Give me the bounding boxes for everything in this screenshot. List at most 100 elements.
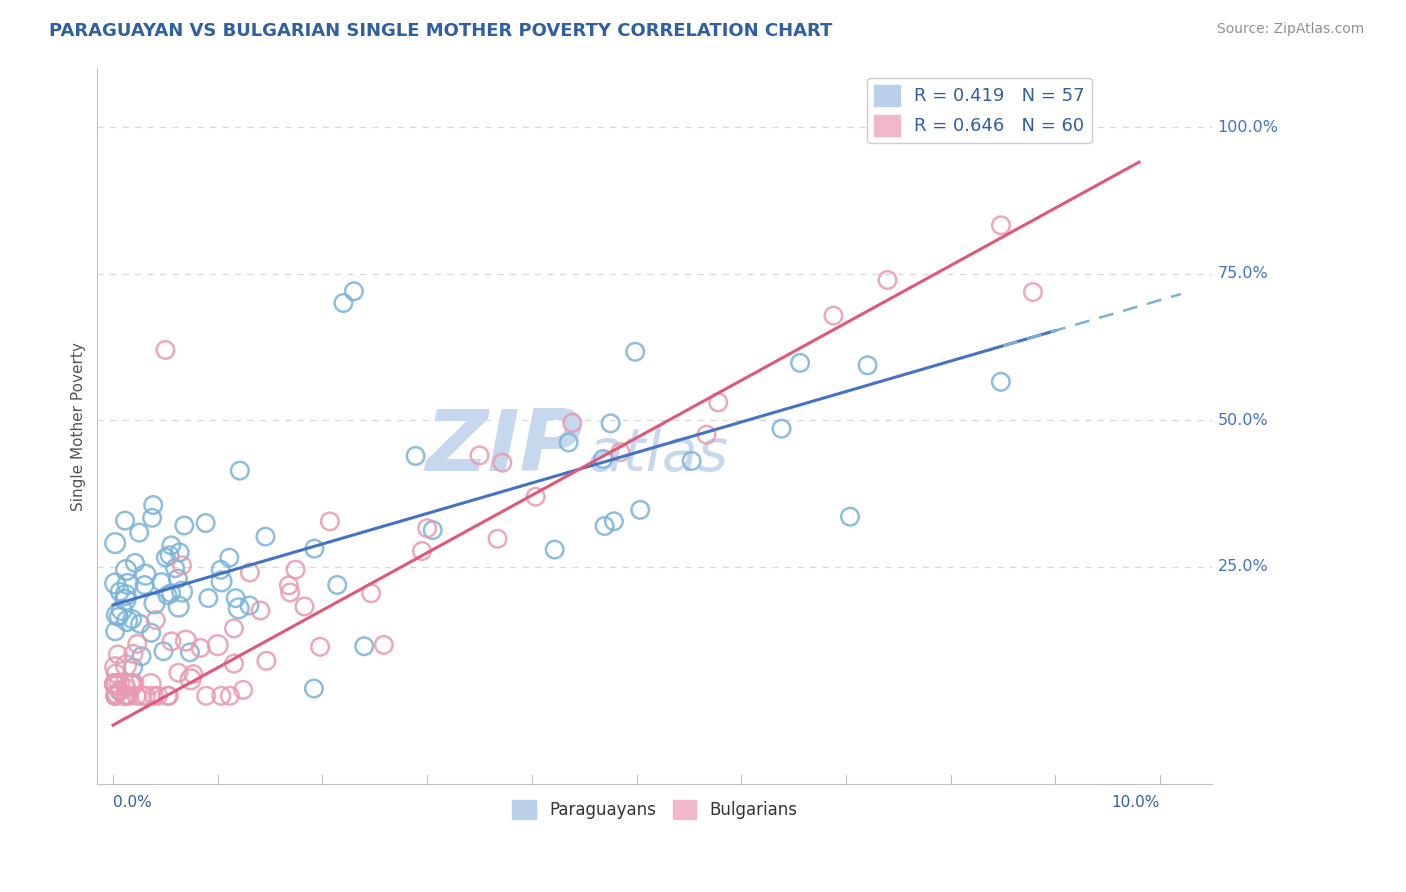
Point	[104, 624, 127, 639]
Point	[155, 550, 177, 565]
Point	[115, 563, 138, 577]
Text: PARAGUAYAN VS BULGARIAN SINGLE MOTHER POVERTY CORRELATION CHART: PARAGUAYAN VS BULGARIAN SINGLE MOTHER PO…	[49, 22, 832, 40]
Point	[157, 689, 180, 703]
Point	[105, 677, 128, 691]
Point	[104, 536, 127, 550]
Point	[190, 640, 212, 655]
Point	[174, 633, 197, 648]
Point	[343, 285, 366, 299]
Point	[319, 515, 342, 529]
Point	[284, 563, 307, 577]
Point	[167, 665, 190, 680]
Point	[167, 599, 190, 614]
Point	[118, 689, 141, 703]
Point	[117, 577, 139, 591]
Point	[628, 503, 651, 517]
Point	[239, 566, 262, 580]
Point	[309, 640, 332, 654]
Point	[219, 689, 242, 703]
Point	[105, 607, 128, 622]
Point	[179, 645, 201, 659]
Point	[181, 667, 204, 681]
Point	[166, 572, 188, 586]
Point	[114, 593, 136, 607]
Point	[173, 518, 195, 533]
Point	[278, 585, 301, 599]
Point	[143, 596, 166, 610]
Point	[104, 689, 127, 703]
Point	[145, 613, 167, 627]
Point	[104, 677, 127, 691]
Point	[304, 541, 326, 556]
Point	[146, 689, 169, 703]
Point	[107, 609, 129, 624]
Point	[112, 689, 135, 703]
Point	[124, 556, 146, 570]
Point	[603, 514, 626, 528]
Point	[156, 588, 179, 602]
Point	[125, 689, 148, 703]
Point	[180, 673, 202, 687]
Point	[160, 586, 183, 600]
Point	[152, 644, 174, 658]
Point	[222, 621, 245, 635]
Point	[681, 454, 703, 468]
Point	[326, 578, 349, 592]
Point	[856, 358, 879, 372]
Point	[127, 637, 149, 651]
Point	[108, 677, 131, 691]
Point	[115, 689, 138, 703]
Point	[104, 660, 127, 674]
Point	[122, 647, 145, 661]
Text: 10.0%: 10.0%	[1112, 796, 1160, 811]
Point	[405, 449, 427, 463]
Point	[108, 684, 131, 698]
Point	[990, 219, 1012, 233]
Point	[222, 657, 245, 671]
Text: Source: ZipAtlas.com: Source: ZipAtlas.com	[1216, 22, 1364, 37]
Point	[121, 677, 143, 691]
Point	[122, 677, 145, 691]
Point	[789, 356, 811, 370]
Point	[150, 575, 173, 590]
Point	[609, 445, 631, 459]
Point	[256, 654, 278, 668]
Point	[332, 296, 354, 310]
Point	[139, 677, 162, 691]
Point	[135, 689, 157, 703]
Point	[228, 601, 250, 615]
Text: 0.0%: 0.0%	[112, 796, 152, 811]
Legend: Paraguayans, Bulgarians: Paraguayans, Bulgarians	[506, 793, 804, 825]
Point	[486, 532, 509, 546]
Point	[104, 677, 127, 691]
Point	[624, 344, 647, 359]
Point	[557, 435, 579, 450]
Point	[118, 677, 141, 691]
Point	[823, 309, 845, 323]
Point	[142, 498, 165, 512]
Point	[121, 612, 143, 626]
Point	[104, 666, 127, 681]
Point	[211, 574, 233, 589]
Point	[114, 514, 136, 528]
Point	[561, 416, 583, 430]
Point	[218, 550, 240, 565]
Text: 100.0%: 100.0%	[1218, 120, 1278, 135]
Text: 75.0%: 75.0%	[1218, 266, 1268, 281]
Point	[225, 591, 247, 606]
Point	[104, 677, 127, 691]
Point	[104, 677, 127, 691]
Text: ZIP: ZIP	[425, 406, 582, 489]
Point	[207, 638, 229, 652]
Point	[209, 689, 232, 703]
Point	[254, 530, 277, 544]
Point	[876, 273, 898, 287]
Y-axis label: Single Mother Poverty: Single Mother Poverty	[72, 342, 86, 510]
Point	[1022, 285, 1045, 299]
Point	[134, 578, 156, 592]
Point	[249, 603, 271, 617]
Point	[129, 616, 152, 631]
Point	[115, 681, 138, 696]
Point	[111, 603, 134, 617]
Point	[229, 464, 252, 478]
